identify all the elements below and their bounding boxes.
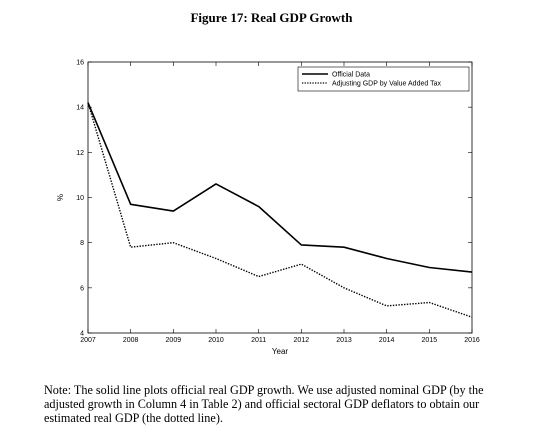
y-tick-label: 10 — [76, 195, 84, 202]
x-tick-label: 2010 — [208, 337, 224, 344]
y-axis-title: % — [56, 194, 65, 201]
y-tick-label: 6 — [80, 285, 84, 292]
plot-frame — [87, 61, 473, 334]
x-tick-label: 2011 — [251, 337, 266, 344]
x-axis-title: Year — [272, 347, 289, 356]
x-tick-label: 2012 — [294, 337, 310, 344]
y-tick-label: 14 — [76, 105, 84, 112]
figure-note: Note: The solid line plots official real… — [44, 383, 484, 425]
chart-legend: Official Data Adjusting GDP by Value Adde… — [297, 66, 470, 92]
series-line-2 — [87, 102, 473, 318]
x-tick-label: 2008 — [123, 337, 139, 344]
x-tick-label: 2007 — [80, 337, 96, 344]
x-tick-label: 2016 — [464, 337, 480, 344]
legend-label-1: Official Data — [332, 72, 370, 79]
y-tick-label: 8 — [80, 240, 84, 247]
chart-series — [87, 102, 473, 318]
x-tick-label: 2009 — [166, 337, 182, 344]
series-line-1 — [87, 102, 473, 273]
y-tick-label: 12 — [76, 150, 84, 157]
x-tick-label: 2014 — [379, 337, 395, 344]
x-tick-label: 2015 — [422, 337, 438, 344]
legend-label-2: Adjusting GDP by Value Added Tax — [332, 81, 441, 88]
figure-title: Figure 17: Real GDP Growth — [190, 10, 353, 25]
legend-box — [297, 66, 470, 92]
line-chart: 2007 2008 2009 2010 2011 2012 2013 2014 2015 2016… — [56, 60, 480, 357]
chart-axes: 2007 2008 2009 2010 2011 2012 2013 2014 2015 2016… — [56, 60, 480, 357]
y-tick-label: 16 — [76, 60, 84, 67]
y-tick-label: 4 — [80, 331, 84, 338]
x-tick-label: 2013 — [336, 337, 352, 344]
